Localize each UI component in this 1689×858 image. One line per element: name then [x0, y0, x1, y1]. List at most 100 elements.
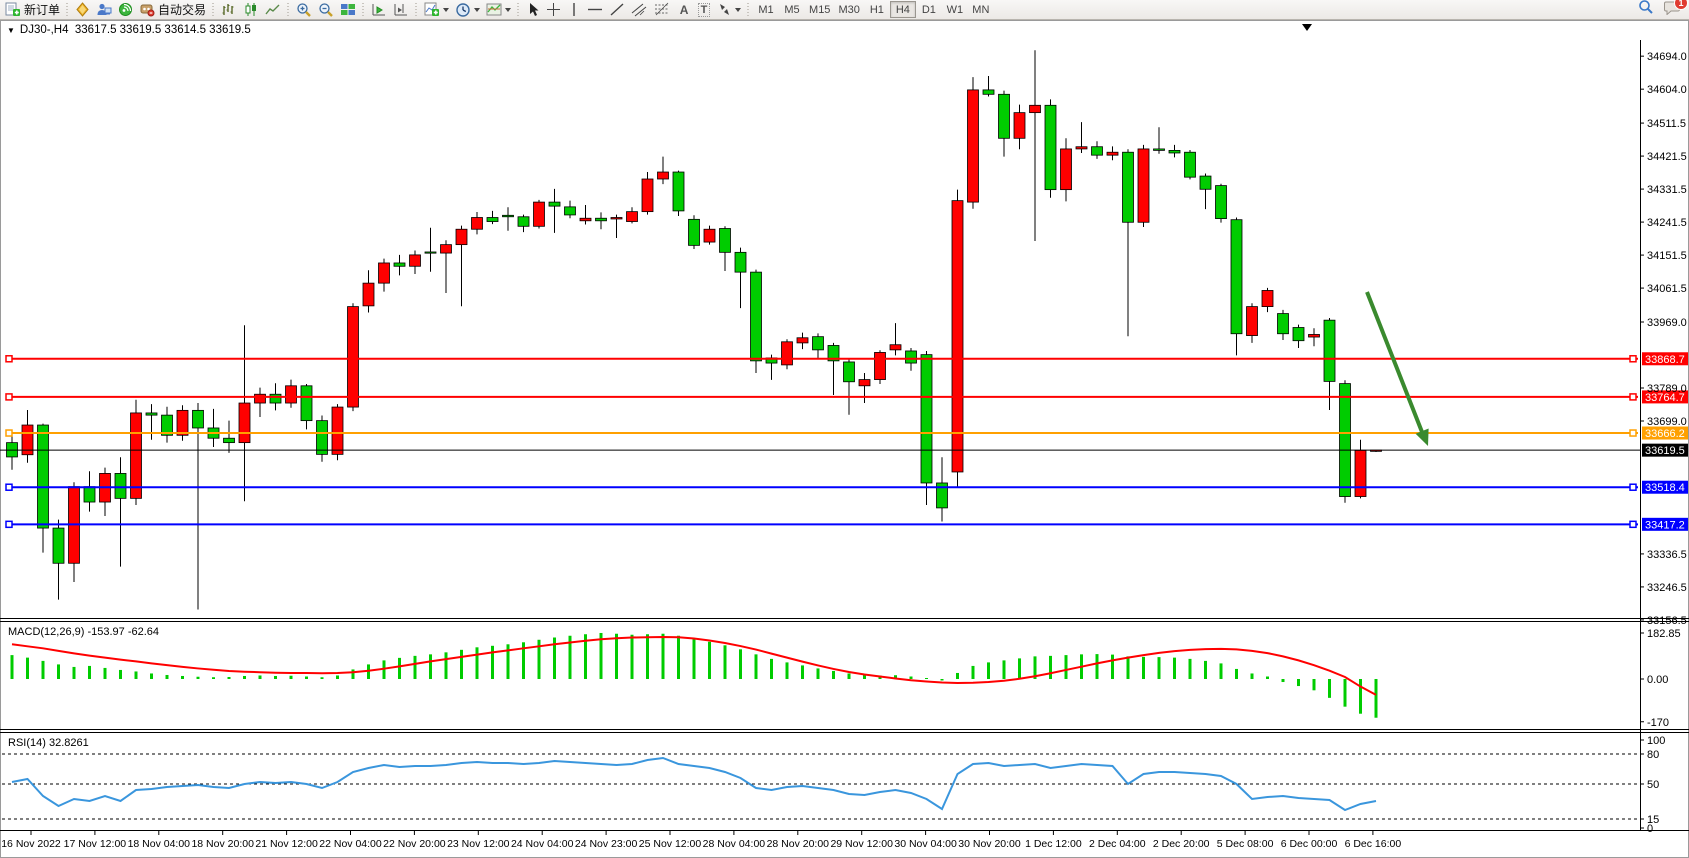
- horizontal-line-tool-button[interactable]: [584, 1, 606, 19]
- bar-chart-icon: [221, 2, 237, 17]
- timeframe-h1-button[interactable]: H1: [869, 3, 884, 16]
- autotrading-button[interactable]: 自动交易: [136, 1, 209, 19]
- timeframe-mn-button[interactable]: MN: [972, 3, 990, 16]
- candle-body-down: [1184, 151, 1196, 178]
- hline-33518.4-handle[interactable]: [1629, 483, 1637, 491]
- hline-33417.2-handle[interactable]: [1629, 520, 1637, 529]
- zoom-in-button[interactable]: [293, 1, 315, 19]
- candle-body-down: [1199, 175, 1212, 190]
- time-tick-label: 1 Dec 12:00: [1025, 838, 1082, 850]
- hline-33666.2-handle[interactable]: [1629, 429, 1637, 437]
- text-tool-icon: A: [679, 2, 689, 17]
- time-tick-label: 22 Nov 04:00: [319, 838, 382, 850]
- hline-33868.7-handle[interactable]: [1629, 355, 1637, 363]
- bar-chart-button[interactable]: [218, 1, 240, 19]
- candle-body-up: [1261, 290, 1274, 307]
- fibonacci-icon: [654, 2, 671, 17]
- autotrading-label: 自动交易: [158, 3, 207, 17]
- indicators-dropdown-arrow[interactable]: [443, 7, 450, 12]
- channel-tool-button[interactable]: [628, 1, 651, 19]
- timeframe-w1-button[interactable]: W1: [946, 3, 964, 16]
- templates-icon: [486, 2, 502, 17]
- zoom-out-button[interactable]: [315, 1, 337, 19]
- hline-33868.7-badge: [1642, 352, 1688, 366]
- candle-body-down: [300, 385, 313, 422]
- candle-body-down: [424, 251, 437, 254]
- timeframe-h4-button[interactable]: H4: [889, 1, 916, 18]
- strategy-tester-button[interactable]: [93, 1, 115, 19]
- time-tick-label: 18 Nov 20:00: [191, 838, 254, 850]
- new-order-label: 新订单: [24, 3, 61, 17]
- hline-33764.7-handle[interactable]: [1629, 393, 1637, 401]
- candle-body-down: [145, 412, 158, 416]
- hline-33868.7-handle[interactable]: [5, 355, 13, 363]
- candle-body-up: [967, 89, 979, 203]
- rsi-tick-label: 0: [1647, 823, 1653, 835]
- trendline-tool-button[interactable]: [606, 1, 628, 19]
- candle-body-down: [223, 437, 235, 444]
- trend-arrow-head[interactable]: [1415, 428, 1429, 446]
- candle-body-down: [1215, 185, 1227, 219]
- timeframe-m5-button[interactable]: M5: [784, 3, 800, 16]
- price-tick-label: 33246.5: [1647, 582, 1687, 594]
- time-tick-label: 24 Nov 23:00: [575, 838, 638, 850]
- search-icon[interactable]: [1638, 0, 1654, 20]
- candlestick-chart-button[interactable]: [240, 1, 262, 19]
- toolbar-grip: [286, 2, 290, 17]
- arrows-dropdown-arrow[interactable]: [735, 7, 742, 12]
- time-tick-label: 6 Dec 00:00: [1281, 838, 1338, 850]
- indicators-button[interactable]: [421, 1, 452, 19]
- cursor-tool-button[interactable]: [523, 1, 543, 19]
- chat-button[interactable]: 1: [1664, 0, 1688, 20]
- line-chart-icon: [265, 2, 281, 17]
- trend-arrow-line[interactable]: [1365, 291, 1424, 433]
- periods-button[interactable]: [452, 1, 483, 19]
- candle-body-down: [52, 527, 65, 564]
- hline-33518.4-badge-text: 33518.4: [1645, 482, 1685, 494]
- new-order-icon: [5, 2, 21, 17]
- hline-33417.2-handle[interactable]: [5, 520, 13, 529]
- line-chart-button[interactable]: [262, 1, 284, 19]
- candle-body-down: [502, 214, 514, 218]
- hline-33764.7-handle[interactable]: [5, 393, 13, 401]
- auto-scroll-button[interactable]: [368, 1, 390, 19]
- tile-windows-button[interactable]: [337, 1, 359, 19]
- time-axis[interactable]: 16 Nov 2022 17 Nov 12:00 18 Nov 04:00 18 No…: [1, 831, 1401, 850]
- toolbar-grip: [211, 2, 215, 17]
- chart-shift-button[interactable]: [390, 1, 412, 19]
- chart-canvas[interactable]: 33868.7 33764.7 33666.2 33518.4 33417.2 33619…: [0, 20, 1689, 858]
- candle-body-down: [486, 217, 499, 222]
- templates-dropdown-arrow[interactable]: [505, 7, 512, 12]
- trend-arrow-annotation[interactable]: [1365, 291, 1429, 446]
- text-tool-button[interactable]: A: [674, 1, 694, 19]
- chart-ohlc-values: 33617.5 33619.5 33614.5 33619.5: [74, 24, 251, 36]
- crosshair-tool-button[interactable]: [543, 1, 564, 19]
- chart-background: [0, 20, 1689, 858]
- candle-body-up: [362, 282, 375, 307]
- candle-body-up: [1137, 148, 1150, 223]
- timeframe-m30-button[interactable]: M30: [838, 3, 860, 16]
- hline-33666.2-handle[interactable]: [5, 429, 13, 437]
- hline-33518.4-handle[interactable]: [5, 483, 13, 491]
- metaeditor-button[interactable]: [72, 1, 93, 19]
- timeframe-d1-button[interactable]: D1: [921, 3, 936, 16]
- cursor-icon: [526, 2, 540, 17]
- periods-clock-icon: [455, 2, 471, 18]
- vertical-line-tool-button[interactable]: [564, 1, 584, 19]
- label-tool-button[interactable]: T: [694, 1, 714, 19]
- time-tick-label: 5 Dec 08:00: [1217, 838, 1274, 850]
- price-axis-labels[interactable]: 34694.0 34604.0 34511.5 34421.5 34331.5 34241…: [1640, 51, 1687, 627]
- arrows-tool-button[interactable]: [714, 1, 744, 19]
- candle-body-up: [579, 217, 592, 222]
- candle-body-up: [21, 424, 34, 456]
- chart-collapse-icon[interactable]: ▼: [7, 25, 15, 35]
- periods-dropdown-arrow[interactable]: [474, 7, 481, 12]
- new-order-button[interactable]: 新订单: [2, 1, 63, 19]
- timeframe-m1-button[interactable]: M1: [758, 3, 774, 16]
- fibonacci-tool-button[interactable]: [651, 1, 674, 19]
- candle-body-up: [610, 217, 623, 220]
- signals-button[interactable]: [115, 1, 136, 19]
- templates-button[interactable]: [483, 1, 514, 19]
- timeframe-m15-button[interactable]: M15: [809, 3, 831, 16]
- candle-body-up: [1246, 306, 1258, 336]
